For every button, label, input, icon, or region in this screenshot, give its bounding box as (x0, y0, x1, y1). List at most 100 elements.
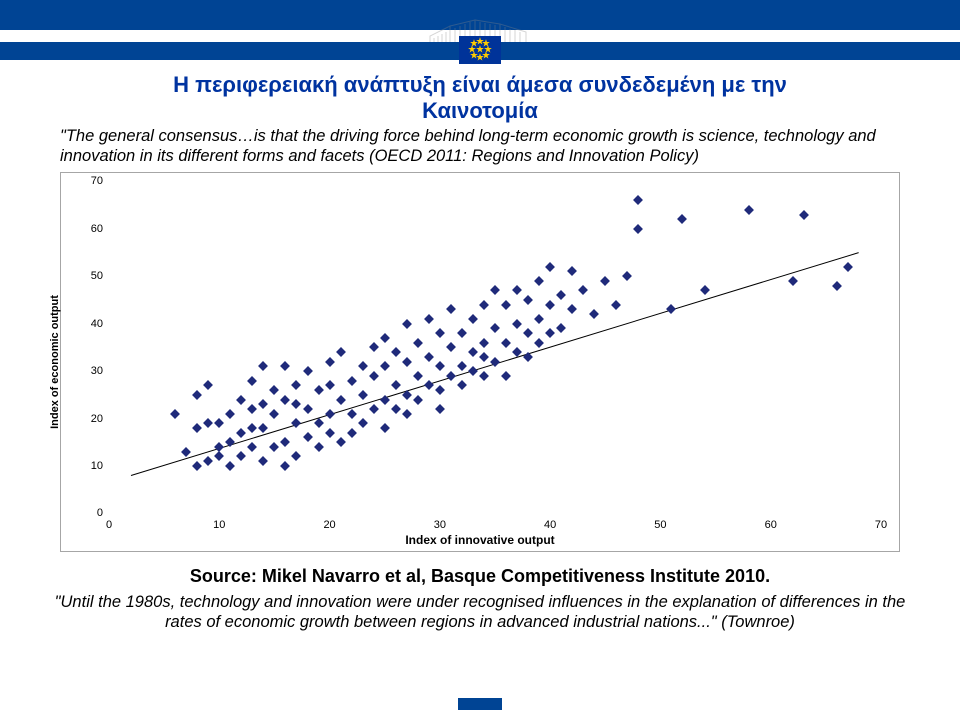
data-point (490, 286, 500, 296)
data-point (523, 328, 533, 338)
data-point (336, 437, 346, 447)
data-point (424, 314, 434, 324)
data-point (788, 276, 798, 286)
y-tick: 60 (79, 223, 103, 235)
data-point (236, 395, 246, 405)
data-point (281, 461, 291, 471)
data-point (247, 423, 257, 433)
plot-area: 010203040506070010203040506070 (109, 181, 881, 513)
data-point (402, 409, 412, 419)
data-point (479, 352, 489, 362)
data-point (512, 319, 522, 329)
data-point (435, 404, 445, 414)
y-axis-label: Index of economic output (49, 295, 61, 429)
data-point (545, 328, 555, 338)
data-point (225, 461, 235, 471)
x-tick: 20 (323, 519, 335, 531)
y-tick: 40 (79, 318, 103, 330)
data-point (170, 409, 180, 419)
data-point (292, 399, 302, 409)
data-point (258, 423, 268, 433)
data-point (281, 437, 291, 447)
data-point (336, 395, 346, 405)
y-tick: 50 (79, 270, 103, 282)
x-tick: 30 (434, 519, 446, 531)
y-tick: 10 (79, 460, 103, 472)
data-point (468, 314, 478, 324)
data-point (391, 404, 401, 414)
title-line-1: Η περιφερειακή ανάπτυξη είναι άμεσα συνδ… (173, 72, 787, 97)
data-point (589, 309, 599, 319)
data-point (369, 371, 379, 381)
data-point (545, 262, 555, 272)
y-tick: 0 (79, 507, 103, 519)
x-tick: 60 (765, 519, 777, 531)
data-point (534, 314, 544, 324)
page-title: Η περιφερειακή ανάπτυξη είναι άμεσα συνδ… (52, 72, 908, 125)
y-tick: 20 (79, 413, 103, 425)
x-tick: 50 (654, 519, 666, 531)
eu-flag-icon (459, 36, 501, 64)
data-point (292, 452, 302, 462)
data-point (314, 442, 324, 452)
data-point (633, 195, 643, 205)
data-point (347, 376, 357, 386)
data-point (192, 423, 202, 433)
data-point (369, 404, 379, 414)
data-point (556, 290, 566, 300)
data-point (799, 210, 809, 220)
closing-quote: "Until the 1980s, technology and innovat… (54, 593, 906, 633)
data-point (567, 267, 577, 277)
data-point (336, 347, 346, 357)
data-point (435, 361, 445, 371)
data-point (225, 409, 235, 419)
data-point (600, 276, 610, 286)
data-point (214, 442, 224, 452)
data-point (622, 271, 632, 281)
data-point (413, 338, 423, 348)
data-point (501, 371, 511, 381)
data-point (700, 286, 710, 296)
data-point (501, 300, 511, 310)
data-point (325, 357, 335, 367)
data-point (578, 286, 588, 296)
data-point (214, 452, 224, 462)
data-point (611, 300, 621, 310)
data-point (269, 409, 279, 419)
data-point (358, 418, 368, 428)
data-point (192, 461, 202, 471)
data-point (347, 428, 357, 438)
data-point (567, 304, 577, 314)
data-point (667, 304, 677, 314)
data-point (247, 376, 257, 386)
data-point (435, 328, 445, 338)
data-point (236, 428, 246, 438)
data-point (203, 418, 213, 428)
data-point (258, 456, 268, 466)
data-point (413, 371, 423, 381)
chart-caption: Source: Mikel Navarro et al, Basque Comp… (52, 566, 908, 587)
data-point (523, 295, 533, 305)
data-point (358, 390, 368, 400)
x-tick: 70 (875, 519, 887, 531)
footer-block (458, 698, 502, 710)
data-point (446, 371, 456, 381)
data-point (457, 328, 467, 338)
data-point (303, 433, 313, 443)
data-point (292, 418, 302, 428)
x-tick: 40 (544, 519, 556, 531)
data-point (281, 395, 291, 405)
data-point (203, 456, 213, 466)
data-point (325, 380, 335, 390)
data-point (358, 361, 368, 371)
data-point (413, 395, 423, 405)
data-point (391, 380, 401, 390)
data-point (479, 338, 489, 348)
content-region: Η περιφερειακή ανάπτυξη είναι άμεσα συνδ… (52, 72, 908, 633)
data-point (457, 361, 467, 371)
data-point (347, 409, 357, 419)
data-point (247, 442, 257, 452)
x-tick: 0 (106, 519, 112, 531)
data-point (468, 347, 478, 357)
scatter-chart: Index of economic output Index of innova… (60, 172, 900, 552)
